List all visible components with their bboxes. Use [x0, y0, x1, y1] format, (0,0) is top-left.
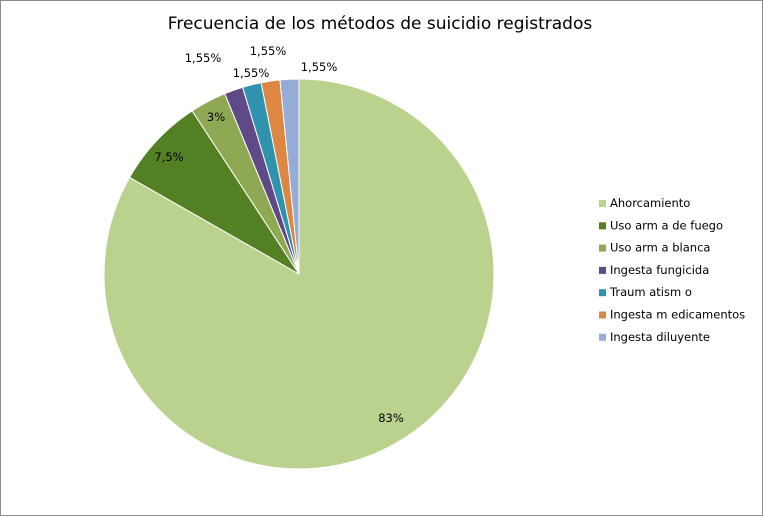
legend-label-0: Ahorcamiento	[610, 196, 690, 210]
data-label-4: 1,55%	[233, 66, 270, 80]
legend-swatch-5	[599, 311, 606, 319]
data-label-0: 83%	[378, 411, 404, 425]
legend-label-1: Uso arm a de fuego	[610, 218, 723, 232]
pie-slice-6	[279, 78, 300, 275]
data-label-3: 1,55%	[185, 51, 222, 65]
legend-label-3: Ingesta fungicida	[610, 263, 709, 277]
legend-label-6: Ingesta diluyente	[610, 330, 710, 344]
chart-title: Frecuencia de los métodos de suicidio re…	[168, 14, 593, 34]
legend-swatch-0	[599, 200, 606, 207]
legend-swatch-6	[599, 333, 606, 341]
legend-swatch-2	[599, 244, 606, 252]
legend-label-4: Traum atism o	[609, 285, 692, 299]
pie-data-labels: 83% 7,5% 3% 1,55% 1,55% 1,55% 1,55%	[154, 44, 403, 425]
data-label-1: 7,5%	[154, 150, 183, 164]
pie-slices	[103, 78, 495, 470]
legend-swatch-4	[599, 289, 606, 297]
legend-swatch-1	[599, 222, 606, 230]
legend-swatch-3	[599, 266, 606, 274]
data-label-6: 1,55%	[301, 60, 338, 74]
legend-label-2: Uso arm a blanca	[610, 241, 710, 255]
data-label-5: 1,55%	[250, 44, 287, 58]
data-label-2: 3%	[207, 110, 225, 124]
legend-label-5: Ingesta m edicamentos	[610, 308, 745, 322]
legend: Ahorcamiento Uso arm a de fuego Uso arm a …	[599, 196, 745, 344]
